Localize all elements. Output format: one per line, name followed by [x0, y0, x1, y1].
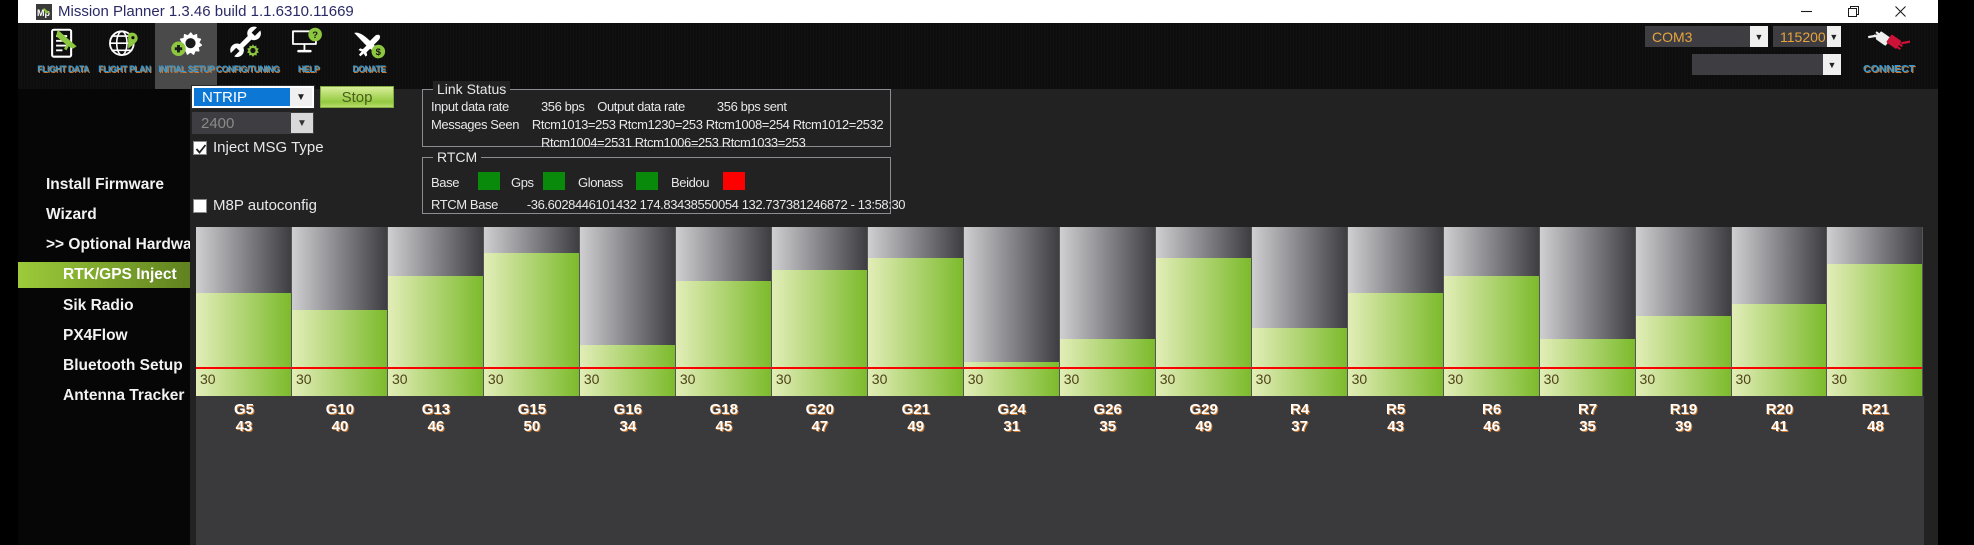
svg-text:?: ? — [313, 30, 319, 41]
svg-text:$: $ — [375, 47, 381, 58]
